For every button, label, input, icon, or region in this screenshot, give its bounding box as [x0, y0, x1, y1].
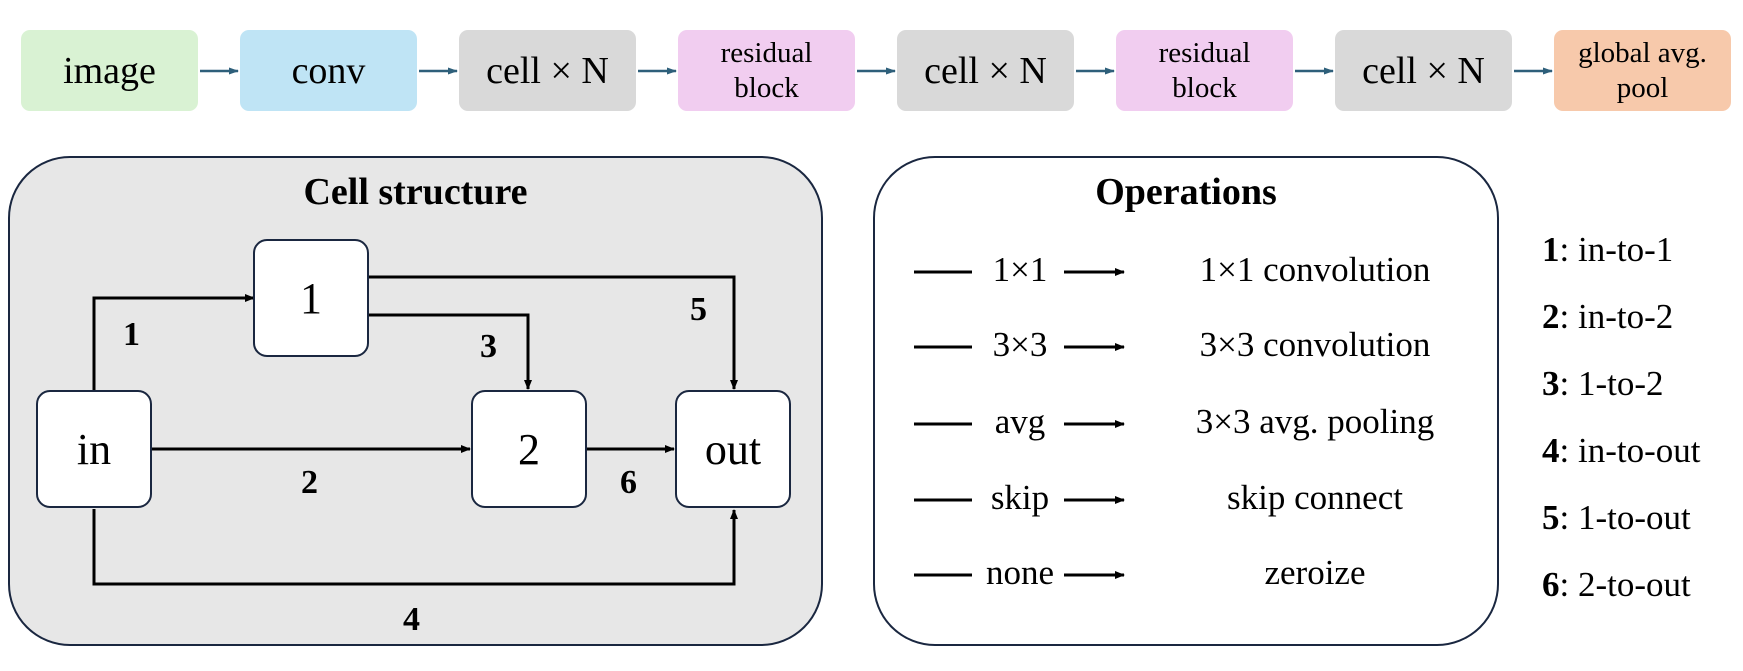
operation-symbol: 1×1	[970, 252, 1070, 287]
pipeline-block-8: global avg. pool	[1554, 30, 1731, 111]
operations-title: Operations	[873, 170, 1499, 214]
operation-symbol: skip	[970, 480, 1070, 515]
legend-number: 5	[1542, 498, 1560, 537]
pipeline-block-label: pool	[1578, 71, 1707, 105]
legend-number: 1	[1542, 230, 1560, 269]
legend-item: 3: 1-to-2	[1542, 366, 1664, 401]
legend-text: : 2-to-out	[1560, 565, 1691, 604]
operation-description: zeroize	[1150, 555, 1480, 590]
pipeline-block-label: cell × N	[924, 52, 1047, 90]
pipeline-block-label: block	[1159, 71, 1251, 105]
pipeline-block-6: residual block	[1116, 30, 1293, 111]
edge-label-3: 3	[480, 330, 497, 364]
pipeline-block-7: cell × N	[1335, 30, 1512, 111]
operation-description: 3×3 convolution	[1150, 327, 1480, 362]
node-2: 2	[471, 390, 587, 508]
legend-item: 4: in-to-out	[1542, 433, 1700, 468]
legend-text: : in-to-out	[1560, 431, 1701, 470]
edge-1-to-2	[369, 315, 528, 389]
legend-item: 6: 2-to-out	[1542, 567, 1691, 602]
edge-in-to-out	[94, 509, 734, 584]
legend-text: : in-to-1	[1560, 230, 1674, 269]
operation-description: 1×1 convolution	[1150, 252, 1480, 287]
legend-number: 6	[1542, 565, 1560, 604]
legend-number: 4	[1542, 431, 1560, 470]
node-out: out	[675, 390, 791, 508]
legend-number: 2	[1542, 297, 1560, 336]
legend-item: 1: in-to-1	[1542, 232, 1673, 267]
edge-in-to-1	[94, 298, 254, 391]
operation-symbol: 3×3	[970, 327, 1070, 362]
edge-label-6: 6	[620, 466, 637, 500]
edge-1-to-out	[369, 277, 734, 389]
operation-symbol: none	[970, 555, 1070, 590]
pipeline-block-5: cell × N	[897, 30, 1074, 111]
edge-label-5: 5	[690, 293, 707, 327]
edge-label-4: 4	[403, 603, 420, 637]
operation-symbol: avg	[970, 404, 1070, 439]
pipeline-block-label: residual	[1159, 36, 1251, 70]
pipeline-block-label: cell × N	[1362, 52, 1485, 90]
legend-item: 5: 1-to-out	[1542, 500, 1691, 535]
legend-item: 2: in-to-2	[1542, 299, 1673, 334]
edge-label-1: 1	[123, 318, 140, 352]
legend-text: : 1-to-2	[1560, 364, 1664, 403]
legend-number: 3	[1542, 364, 1560, 403]
operation-description: 3×3 avg. pooling	[1150, 404, 1480, 439]
operation-description: skip connect	[1150, 480, 1480, 515]
node-1: 1	[253, 239, 369, 357]
node-in: in	[36, 390, 152, 508]
legend-text: : in-to-2	[1560, 297, 1674, 336]
legend-text: : 1-to-out	[1560, 498, 1691, 537]
edge-label-2: 2	[301, 466, 318, 500]
pipeline-block-label: global avg.	[1578, 36, 1707, 70]
